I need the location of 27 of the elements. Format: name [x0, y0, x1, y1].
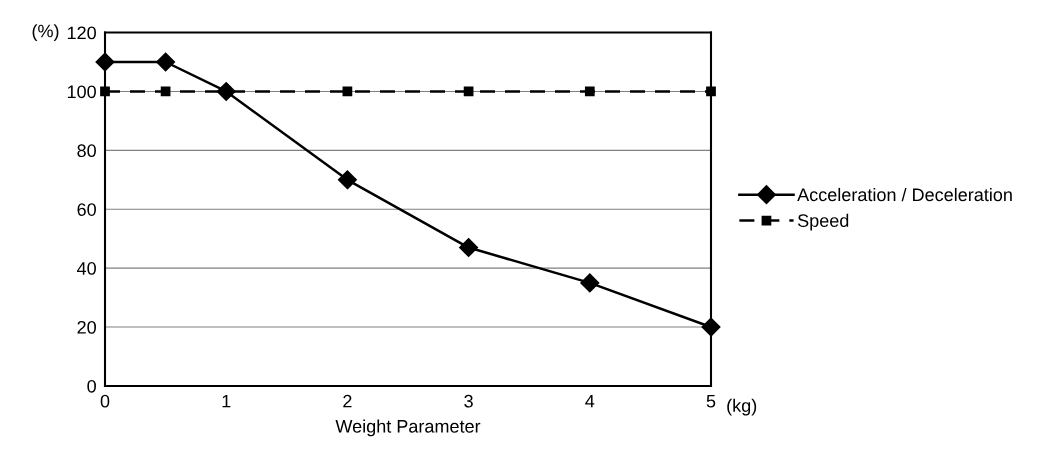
point: [337, 170, 357, 190]
legend-label: Speed: [797, 213, 849, 231]
point: [580, 273, 600, 293]
x-tick-label: 3: [464, 394, 473, 408]
y-tick-label: 60: [77, 203, 96, 216]
text: (kg): [727, 398, 757, 416]
y-tick-label: 40: [77, 262, 96, 275]
point: [100, 86, 110, 97]
x-tick-label: 2: [343, 394, 352, 408]
point: [701, 317, 721, 337]
y-tick-label: 20: [77, 320, 96, 334]
x-tick-label: 0: [100, 394, 110, 408]
y-tick-label: 120: [67, 26, 96, 40]
x-axis-title: Weight Parameter: [335, 419, 481, 437]
y-tick-label: 100: [67, 85, 96, 99]
point: [584, 86, 595, 97]
x-tick-label: 4: [585, 394, 595, 408]
point: [95, 52, 115, 72]
legend-label: Acceleration / Deceleration: [797, 187, 1012, 202]
y-tick-label: 80: [77, 144, 96, 158]
point: [459, 238, 479, 258]
y-axis-title: (%): [32, 24, 59, 41]
y-tick-label: 0: [87, 379, 96, 393]
x-tick-label: 1: [222, 394, 231, 408]
point: [706, 86, 716, 97]
x-tick-label: 5: [706, 394, 716, 408]
point: [156, 52, 176, 72]
